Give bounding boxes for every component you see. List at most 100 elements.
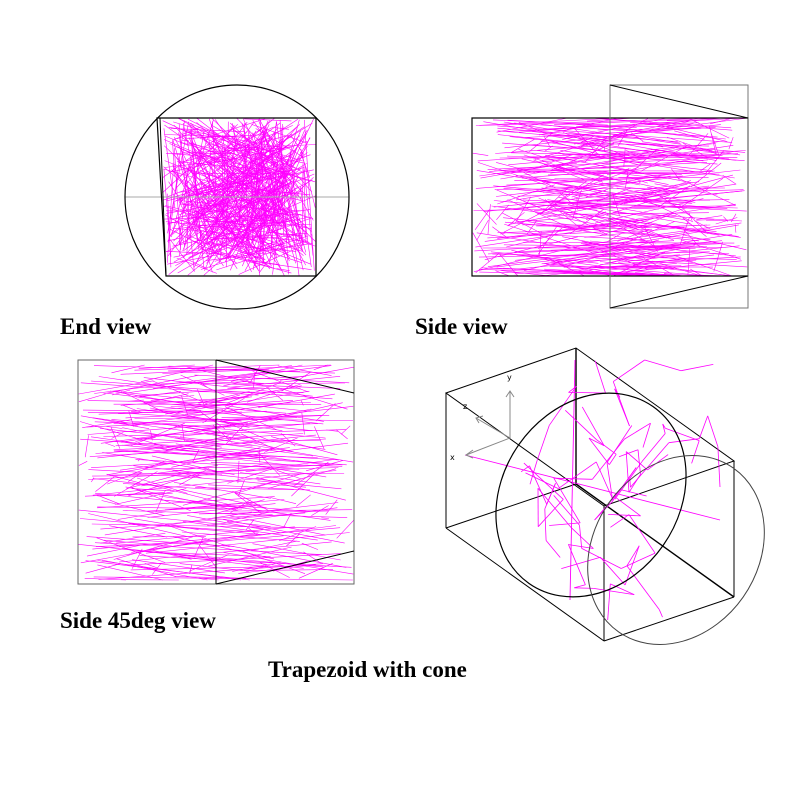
track-segment xyxy=(231,502,339,516)
isometric-cone-ellipse-far xyxy=(587,455,765,645)
track-segment xyxy=(544,483,556,510)
track-segment xyxy=(537,226,557,255)
track-segment xyxy=(244,182,250,189)
track-segment xyxy=(595,461,614,501)
track-segment xyxy=(283,512,292,529)
track-segment xyxy=(193,149,251,268)
track-segment xyxy=(518,149,613,180)
track-segment xyxy=(699,147,713,152)
track-segment xyxy=(198,577,219,581)
track-segment xyxy=(281,371,311,392)
track-segment xyxy=(111,364,145,374)
track-segment xyxy=(194,374,350,384)
track-segment xyxy=(189,564,193,575)
track-segment xyxy=(584,136,608,163)
track-segment xyxy=(223,379,249,387)
track-segment xyxy=(88,463,336,480)
track-segment xyxy=(678,204,709,235)
track-segment xyxy=(179,423,310,437)
track-segment xyxy=(500,270,547,276)
track-segment xyxy=(551,202,738,209)
track-segment xyxy=(340,425,351,435)
track-segment xyxy=(604,147,606,152)
track-segment xyxy=(240,433,276,450)
track-segment xyxy=(538,197,609,227)
track-segment xyxy=(147,503,276,518)
track-segment xyxy=(300,400,304,406)
track-segment xyxy=(169,143,207,160)
track-segment xyxy=(127,472,142,483)
track-segment xyxy=(606,425,633,463)
track-segment xyxy=(139,555,352,568)
track-segment xyxy=(523,462,564,500)
track-segment xyxy=(233,129,305,174)
track-segment xyxy=(625,451,648,471)
track-segment xyxy=(623,174,733,205)
track-segment xyxy=(150,395,195,401)
track-segment xyxy=(167,237,182,242)
track-segment xyxy=(326,429,339,432)
track-segment xyxy=(262,124,296,176)
track-segment xyxy=(517,189,744,197)
track-segment xyxy=(682,234,747,251)
track-segment xyxy=(131,487,191,512)
track-segment xyxy=(571,195,578,198)
track-segment xyxy=(601,150,657,164)
track-segment xyxy=(553,477,593,480)
track-segment xyxy=(210,462,343,467)
track-segment xyxy=(107,460,166,485)
track-segment xyxy=(565,410,597,440)
track-segment xyxy=(596,170,652,178)
track-segment xyxy=(705,150,725,174)
track-segment xyxy=(508,202,621,225)
track-segment xyxy=(200,235,309,270)
track-segment xyxy=(298,563,333,579)
track-segment xyxy=(723,216,729,222)
track-segment xyxy=(504,223,593,253)
track-segment xyxy=(682,142,705,157)
track-segment xyxy=(152,380,209,405)
track-segment xyxy=(226,238,273,269)
track-segment xyxy=(300,148,316,208)
track-segment xyxy=(95,476,115,492)
track-segment xyxy=(599,256,741,265)
track-segment xyxy=(269,229,316,247)
track-segment xyxy=(92,470,337,496)
track-segment xyxy=(252,169,269,184)
track-segment xyxy=(650,189,696,219)
track-segment xyxy=(230,515,326,536)
track-segment xyxy=(130,566,288,571)
track-segment xyxy=(200,233,210,248)
track-segment xyxy=(140,376,307,386)
track-segment xyxy=(592,438,625,480)
track-segment xyxy=(547,135,704,162)
track-segment xyxy=(589,240,736,257)
track-segment xyxy=(599,207,688,236)
isometric-view-tracks xyxy=(464,359,721,621)
track-segment xyxy=(573,123,694,145)
track-segment xyxy=(143,377,313,397)
track-segment xyxy=(294,461,329,486)
track-segment xyxy=(173,252,198,258)
track-segment xyxy=(545,540,561,558)
track-segment xyxy=(310,233,313,236)
track-segment xyxy=(547,140,641,166)
track-segment xyxy=(100,512,306,530)
track-segment xyxy=(608,454,617,465)
track-segment xyxy=(232,490,269,511)
track-segment xyxy=(121,391,166,413)
track-segment xyxy=(112,389,131,396)
track-segment xyxy=(135,437,156,442)
track-segment xyxy=(230,376,341,388)
track-segment xyxy=(113,536,193,560)
track-segment xyxy=(637,449,641,475)
track-segment xyxy=(475,177,614,189)
track-segment xyxy=(97,434,316,459)
track-segment xyxy=(479,117,708,126)
track-segment xyxy=(85,560,250,581)
track-segment xyxy=(474,209,490,230)
track-segment xyxy=(269,123,283,223)
track-segment xyxy=(137,458,141,462)
track-segment xyxy=(141,393,189,405)
track-segment xyxy=(616,186,710,203)
